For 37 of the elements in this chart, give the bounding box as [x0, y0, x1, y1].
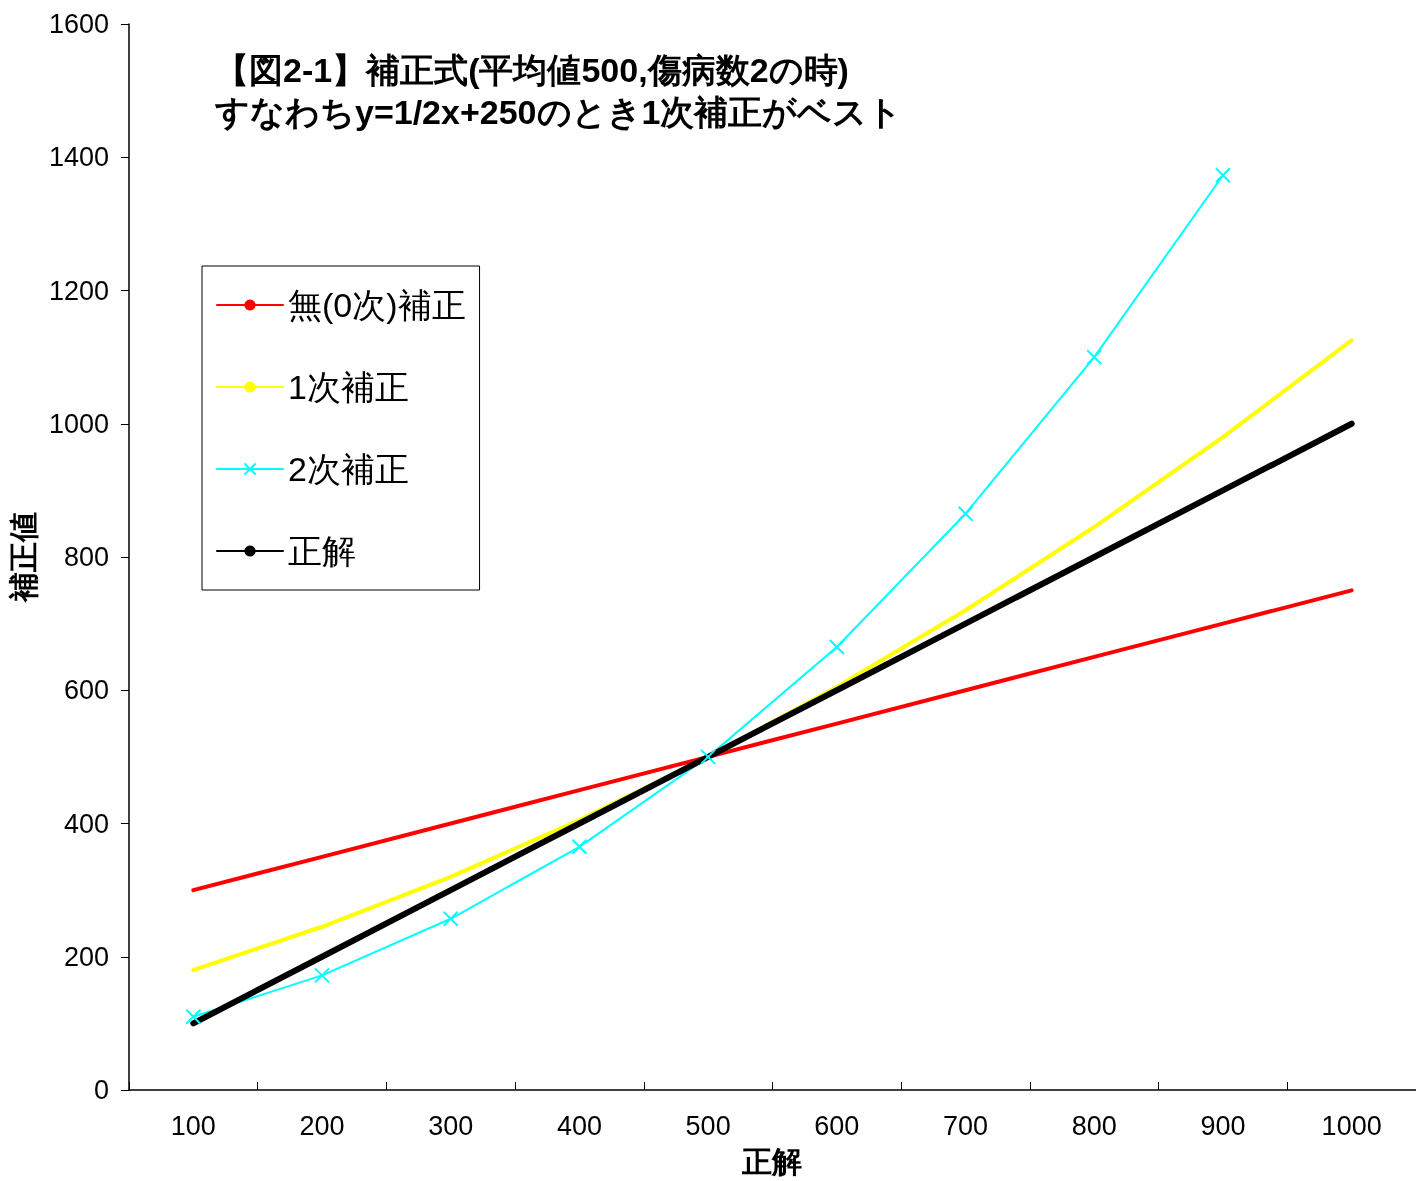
- x-tick-label: 300: [428, 1110, 474, 1141]
- point: [442, 910, 459, 927]
- y-tick-label: 1000: [48, 408, 109, 439]
- y-tick-label: 0: [93, 1075, 109, 1105]
- x-tick-label: 100: [170, 1110, 216, 1141]
- point: [571, 838, 588, 855]
- legend-label: 正解: [288, 532, 356, 570]
- legend-label: 2次補正: [288, 450, 409, 488]
- x-tick-label: 700: [943, 1110, 989, 1141]
- x-tick-label: 600: [814, 1110, 860, 1141]
- y-tick-label: 400: [63, 808, 109, 839]
- text: すなわちy=1/2x+250のとき1次補正がベスト: [214, 93, 903, 131]
- y-tick-label: 600: [63, 675, 109, 706]
- x-tick-label: 1000: [1321, 1110, 1382, 1141]
- y-tick-label: 200: [63, 941, 109, 972]
- x-tick-label: 500: [685, 1110, 731, 1141]
- point: [828, 638, 845, 655]
- y-tick-label: 800: [63, 542, 109, 572]
- legend-label: 無(0次)補正: [288, 286, 466, 324]
- y-tick-label: 1600: [48, 9, 109, 39]
- point: [1214, 167, 1231, 184]
- point: [1086, 349, 1103, 366]
- y-tick-label: 1200: [48, 275, 109, 306]
- y-tick-label: 1400: [48, 142, 109, 173]
- x-tick-label: 400: [556, 1110, 602, 1141]
- y-axis-title: 補正値: [6, 512, 40, 603]
- point: [957, 505, 974, 522]
- point: [314, 967, 331, 984]
- point: [700, 748, 717, 765]
- x-tick-label: 800: [1071, 1110, 1117, 1141]
- point: [185, 1008, 202, 1025]
- legend-label: 1次補正: [288, 368, 409, 406]
- x-tick-label: 900: [1200, 1110, 1246, 1141]
- x-axis-title: 正解: [741, 1144, 803, 1178]
- x-tick-label: 200: [299, 1110, 345, 1141]
- line-series: [191, 588, 1354, 893]
- text: 【図2-1】補正式(平均値500,傷病数2の時): [215, 51, 849, 89]
